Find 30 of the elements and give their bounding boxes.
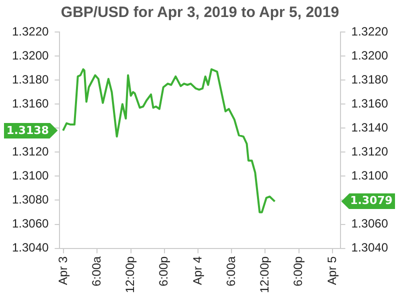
- y2-tick-label: 1.3120: [351, 144, 388, 158]
- y2-tick-label: 1.3180: [351, 72, 388, 86]
- price-tag: 1.3138: [4, 122, 58, 139]
- x-tick-label: 12:00p: [123, 256, 138, 293]
- y-tick-label: 1.3040: [12, 240, 50, 255]
- x-tick-label: 6:00p: [291, 256, 306, 286]
- x-tick-label: 6:00a: [90, 256, 104, 286]
- y2-tick-label: 1.3160: [351, 96, 388, 110]
- x-tick-label: 12:00p: [258, 256, 272, 293]
- y-tick-label: 1.3060: [12, 216, 50, 231]
- y-tick-label: 1.3220: [12, 24, 50, 38]
- y-tick-label: 1.3180: [12, 72, 50, 86]
- x-tick-label: 6:00a: [224, 256, 238, 286]
- x-tick-label: 6:00p: [156, 256, 171, 286]
- y-tick-label: 1.3200: [12, 48, 50, 62]
- y2-tick-label: 1.3200: [351, 48, 388, 62]
- y2-tick-label: 1.3040: [351, 240, 388, 255]
- x-tick-label: Apr 4: [190, 256, 204, 285]
- chart-title: GBP/USD for Apr 3, 2019 to Apr 5, 2019: [60, 4, 340, 22]
- x-tick-label: Apr 5: [324, 256, 339, 285]
- y-tick-label: 1.3120: [12, 144, 50, 158]
- y2-tick-label: 1.3220: [351, 24, 388, 38]
- y2-tick-label: 1.3100: [351, 168, 388, 183]
- y-tick-label: 1.3080: [12, 192, 50, 207]
- y2-tick-label: 1.3060: [351, 216, 388, 231]
- y2-tick-label: 1.3140: [351, 120, 388, 134]
- x-tick-label: Apr 3: [56, 256, 70, 285]
- price-tag: 1.3079: [341, 193, 396, 210]
- y-tick-label: 1.3100: [12, 168, 50, 183]
- y-tick-label: 1.3160: [12, 96, 50, 110]
